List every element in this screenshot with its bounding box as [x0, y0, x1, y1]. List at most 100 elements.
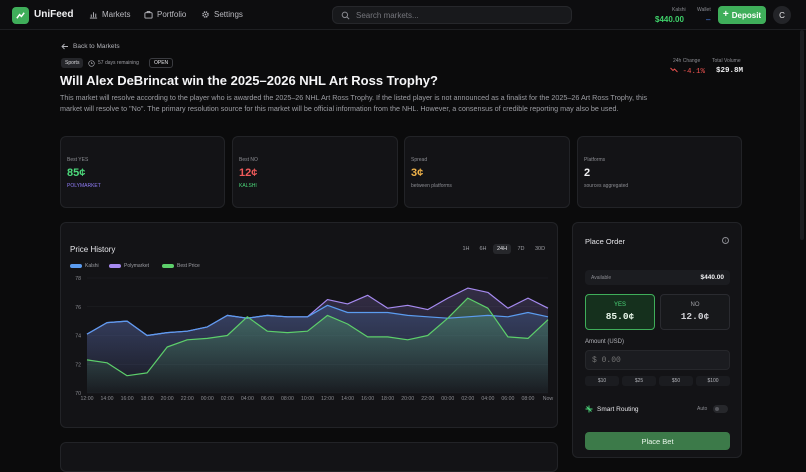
page-scrollbar[interactable] — [800, 30, 804, 240]
legend-kalshi[interactable]: Kalshi — [70, 263, 99, 269]
amount-input[interactable] — [585, 350, 730, 370]
timeframe-7d[interactable]: 7D — [517, 246, 525, 252]
x-tick-label: 02:00 — [221, 396, 234, 402]
stat-value: 85¢ — [67, 167, 86, 179]
legend-label: Kalshi — [85, 263, 99, 269]
info-icon[interactable]: i — [722, 237, 729, 244]
change-value-wrap: -4.1% — [670, 67, 705, 76]
timeframe-30d[interactable]: 30D — [534, 246, 546, 252]
stat-sub: POLYMARKET — [67, 183, 101, 189]
amount-label: Amount (USD) — [585, 339, 625, 345]
nav-settings[interactable]: Settings — [201, 10, 243, 19]
nav-settings-label: Settings — [214, 10, 243, 19]
x-tick-label: 06:00 — [261, 396, 274, 402]
legend-swatch — [162, 264, 174, 268]
avatar[interactable]: C — [773, 6, 791, 24]
legend-swatch — [70, 264, 82, 268]
unifeed-logo-icon[interactable] — [12, 7, 29, 24]
routing-mode: Auto — [697, 406, 708, 412]
wallet-value: – — [706, 15, 711, 24]
legend-polymarket[interactable]: Polymarket — [109, 263, 149, 269]
stat-label: Best NO — [239, 157, 258, 163]
x-tick-label: 04:00 — [481, 396, 494, 402]
stat-sub: sources aggregated — [584, 183, 629, 189]
quick-amount-50[interactable]: $50 — [659, 376, 693, 386]
available-value: $440.00 — [700, 274, 725, 281]
page-title: Will Alex DeBrincat win the 2025–2026 NH… — [60, 73, 438, 88]
y-tick-label: 70 — [75, 391, 81, 397]
nav-portfolio-label: Portfolio — [157, 10, 187, 19]
x-tick-label: 22:00 — [421, 396, 434, 402]
stat-sub: KALSHI — [239, 183, 257, 189]
x-tick-label: 10:00 — [301, 396, 314, 402]
stat-value: 2 — [584, 167, 591, 179]
volume-value: $29.8M — [716, 67, 744, 75]
top-bar: UniFeed Markets Portfolio Settings Kalsh… — [0, 0, 806, 30]
routing-toggle[interactable] — [713, 405, 728, 413]
stat-value: 12¢ — [239, 167, 258, 179]
stat-card-best-no: Best NO 12¢ KALSHI — [232, 136, 398, 208]
bar-chart-icon — [89, 12, 98, 19]
price-history-panel: Price History 1H 6H 24H 7D 30D Kalshi Po… — [60, 222, 558, 428]
volume-label: Total Volume — [712, 58, 741, 64]
x-tick-label: 04:00 — [241, 396, 254, 402]
price-history-chart[interactable]: 70 72 74 76 78 12:00 14:00 16:00 18:00 20:00 22:00… — [61, 223, 559, 429]
back-to-markets-link[interactable]: Back to Markets — [61, 43, 120, 50]
nav-markets-label: Markets — [102, 10, 131, 19]
quick-amount-25[interactable]: $25 — [622, 376, 656, 386]
search-input[interactable] — [356, 10, 556, 20]
time-remaining-label: 57 days remaining — [98, 60, 139, 66]
x-tick-label: Now — [543, 396, 554, 402]
series-area-best-price — [87, 298, 548, 393]
no-price: 12.0¢ — [680, 311, 710, 322]
stat-card-best-yes: Best YES 85¢ POLYMARKET — [60, 136, 225, 208]
x-tick-label: 20:00 — [401, 396, 414, 402]
nav-portfolio[interactable]: Portfolio — [144, 10, 186, 19]
x-tick-label: 14:00 — [341, 396, 354, 402]
quick-amount-100[interactable]: $100 — [696, 376, 730, 386]
deposit-label: Deposit — [731, 10, 762, 20]
price-history-title: Price History — [70, 245, 116, 254]
no-button[interactable]: NO 12.0¢ — [660, 294, 730, 330]
place-bet-button[interactable]: Place Bet — [585, 432, 730, 450]
smart-routing: Smart Routing — [585, 405, 639, 413]
stat-card-spread: Spread 3¢ between platforms — [404, 136, 570, 208]
legend-swatch — [109, 264, 121, 268]
place-order-title: Place Order — [585, 237, 626, 246]
stat-card-platforms: Platforms 2 sources aggregated — [577, 136, 742, 208]
yes-button[interactable]: YES 85.0¢ — [585, 294, 655, 330]
y-tick-label: 72 — [75, 362, 81, 368]
nav-markets[interactable]: Markets — [89, 10, 130, 19]
x-tick-label: 14:00 — [101, 396, 114, 402]
deposit-button[interactable]: + Deposit — [718, 6, 766, 24]
search-icon — [341, 11, 350, 19]
quick-amount-10[interactable]: $10 — [585, 376, 619, 386]
wallet-label: Wallet — [697, 7, 711, 13]
timeframe-1h[interactable]: 1H — [462, 246, 470, 252]
y-tick-label: 78 — [75, 276, 81, 282]
no-label: NO — [690, 302, 700, 308]
secondary-panel — [60, 442, 558, 472]
kalshi-balance-label: Kalshi — [672, 7, 686, 13]
status-badge: OPEN — [149, 58, 174, 68]
briefcase-icon — [144, 11, 153, 19]
timeframe-24h[interactable]: 24H — [493, 244, 511, 254]
change-label: 24h Change — [673, 58, 701, 64]
gear-icon — [202, 11, 209, 18]
series-line-best-price — [86, 297, 549, 377]
clock-icon — [88, 59, 95, 67]
x-tick-label: 12:00 — [321, 396, 334, 402]
x-tick-label: 16:00 — [121, 396, 134, 402]
stat-label: Platforms — [584, 157, 606, 163]
x-tick-label: 00:00 — [441, 396, 454, 402]
legend-best-price[interactable]: Best Price — [162, 263, 200, 269]
stat-label: Best YES — [67, 157, 89, 163]
search-bar[interactable] — [332, 6, 572, 24]
legend-label: Polymarket — [124, 263, 150, 269]
routing-label: Smart Routing — [597, 405, 639, 413]
stat-value: 3¢ — [411, 167, 424, 179]
x-tick-label: 16:00 — [361, 396, 374, 402]
arrow-left-icon — [61, 43, 68, 50]
app-name[interactable]: UniFeed — [34, 9, 74, 20]
timeframe-6h[interactable]: 6H — [479, 246, 487, 252]
